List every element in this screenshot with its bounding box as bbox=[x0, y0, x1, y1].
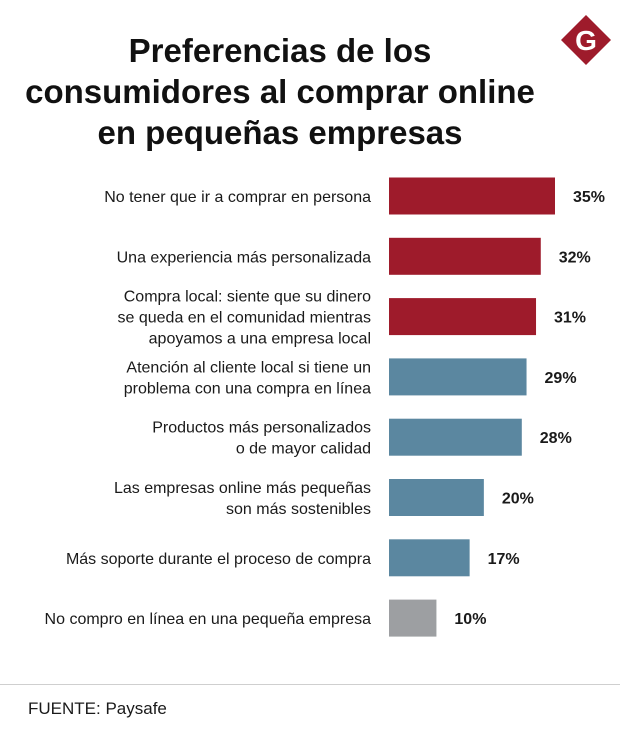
bar bbox=[389, 237, 541, 275]
category-label: Una experiencia más personalizada bbox=[117, 249, 371, 266]
bar-row: 31% Compra local: siente que su dinero se … bbox=[118, 289, 587, 348]
value-label: 32% bbox=[559, 249, 591, 266]
category-label: Atención al cliente local si tiene un bbox=[126, 359, 371, 376]
value-label: 20% bbox=[502, 491, 534, 508]
chart-title: Preferencias de los consumidores al comp… bbox=[20, 30, 540, 153]
category-label: son más sostenibles bbox=[226, 501, 371, 518]
category-label: apoyamos a una empresa local bbox=[149, 331, 371, 348]
bar bbox=[389, 539, 470, 577]
category-label: No tener que ir a comprar en persona bbox=[104, 189, 371, 206]
category-label: o de mayor calidad bbox=[236, 441, 371, 458]
bar-row: 10% No compro en línea en una pequeña emp… bbox=[45, 599, 486, 637]
value-label: 29% bbox=[545, 370, 577, 387]
chart-title-line: Preferencias de los bbox=[128, 32, 432, 69]
bar-row: 35% No tener que ir a comprar en persona bbox=[104, 177, 605, 215]
bar-row: 29% Atención al cliente local si tiene un… bbox=[124, 358, 577, 397]
bar bbox=[389, 599, 437, 637]
logo-letter: G bbox=[575, 25, 597, 56]
gestion-logo-icon: G bbox=[561, 15, 611, 65]
source-note: FUENTE: Paysafe bbox=[28, 699, 167, 718]
chart-title-line: en pequeñas empresas bbox=[97, 114, 463, 151]
value-label: 31% bbox=[554, 310, 586, 327]
bar bbox=[389, 479, 484, 516]
category-label: Más soporte durante el proceso de compra bbox=[66, 551, 371, 568]
bar-row: 17% Más soporte durante el proceso de com… bbox=[66, 539, 520, 577]
category-label: Productos más personalizados bbox=[152, 420, 371, 437]
chart-title-line: consumidores al comprar online bbox=[25, 73, 535, 110]
bar-row: 20% Las empresas online más pequeñas son m… bbox=[114, 479, 534, 518]
bar bbox=[389, 418, 522, 456]
bar-row: 32% Una experiencia más personalizada bbox=[117, 237, 591, 275]
value-label: 10% bbox=[454, 611, 486, 628]
value-label: 17% bbox=[488, 551, 520, 568]
bar bbox=[389, 358, 527, 396]
value-label: 35% bbox=[573, 189, 605, 206]
bar-row: 28% Productos más personalizados o de mayo… bbox=[152, 418, 572, 458]
category-label: No compro en línea en una pequeña empres… bbox=[45, 611, 372, 628]
value-label: 28% bbox=[540, 430, 572, 447]
bar bbox=[389, 298, 537, 336]
category-label: Las empresas online más pequeñas bbox=[114, 480, 371, 497]
category-label: Compra local: siente que su dinero bbox=[124, 289, 371, 306]
bar bbox=[389, 177, 555, 215]
bar-chart: 35%No tener que ir a comprar en persona3… bbox=[45, 177, 605, 637]
category-label: se queda en el comunidad mientras bbox=[118, 310, 372, 327]
footer-divider bbox=[0, 684, 620, 685]
category-label: problema con una compra en línea bbox=[124, 380, 371, 397]
